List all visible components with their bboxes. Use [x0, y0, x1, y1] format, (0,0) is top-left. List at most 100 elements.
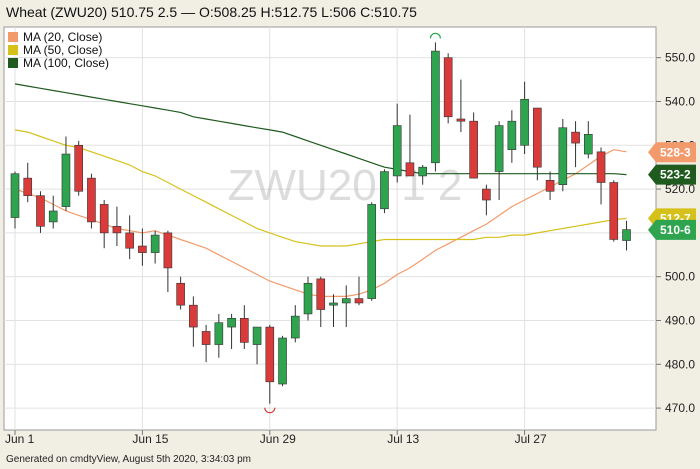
candle-body: [431, 50, 440, 164]
candle-body: [278, 337, 287, 385]
candle-body: [36, 195, 45, 227]
legend-swatch-ma100: [8, 58, 18, 68]
candle: [201, 324, 211, 363]
legend-swatch-ma20: [8, 32, 18, 42]
x-tick-label: Jul 13: [387, 432, 419, 446]
price-tag-label: 528-3: [660, 145, 691, 159]
candle: [456, 79, 466, 133]
chart-title: Wheat (ZWU20) 510.75 2.5 — O:508.25 H:51…: [6, 4, 417, 20]
period-low-marker: [264, 407, 276, 414]
candle-body: [456, 118, 466, 122]
candle-body: [150, 234, 160, 253]
candle: [533, 107, 542, 181]
candle-body: [354, 298, 364, 304]
candle-body: [138, 245, 147, 253]
candle: [609, 180, 619, 242]
candle-body: [533, 107, 542, 168]
candle-body: [596, 151, 606, 183]
candle: [99, 200, 109, 249]
candle: [494, 121, 504, 201]
candle-body: [418, 166, 427, 177]
candle: [545, 171, 555, 201]
candle: [583, 121, 593, 159]
extreme-markers: [264, 32, 442, 414]
candle: [558, 118, 568, 192]
candle: [367, 202, 377, 301]
candle: [303, 276, 313, 321]
price-tag-label: 510-6: [660, 223, 691, 237]
candlestick-series: [10, 42, 631, 404]
watermark: ZWU20, 1 2: [228, 161, 463, 210]
x-tick-label: Jul 27: [515, 432, 547, 446]
y-tick-label: 550.0: [665, 51, 695, 65]
y-tick-label: 520.0: [665, 182, 695, 196]
x-tick-label: Jun 15: [132, 432, 168, 446]
candle: [469, 112, 478, 179]
candle-body: [316, 278, 326, 310]
candle-body: [469, 120, 478, 179]
candle: [380, 169, 389, 214]
legend-label-ma20: MA (20, Close): [23, 30, 102, 44]
candle: [571, 121, 580, 168]
candle-body: [61, 153, 71, 207]
candle-body: [290, 315, 300, 339]
candle: [520, 81, 529, 155]
period-high-marker: [429, 32, 442, 39]
candle-body: [367, 204, 377, 299]
candle: [10, 171, 20, 229]
x-tick-label: Jun 1: [5, 432, 35, 446]
candle: [74, 140, 83, 196]
candle: [252, 326, 262, 365]
candle: [622, 220, 631, 251]
y-tick-label: 490.0: [665, 313, 695, 327]
candle: [112, 206, 122, 247]
candle: [596, 147, 606, 205]
candle: [189, 296, 198, 347]
price-tag-ma100: 523-2: [648, 164, 696, 185]
candle-body: [520, 98, 529, 146]
candle: [392, 103, 402, 183]
footer-bar: [0, 450, 700, 469]
legend-label-ma50: MA (50, Close): [23, 43, 102, 57]
candle-body: [125, 232, 134, 249]
candle-body: [482, 188, 491, 201]
candle-body: [571, 131, 580, 144]
x-tick-label: Jun 29: [260, 432, 296, 446]
candle: [482, 184, 491, 216]
candle-body: [392, 125, 402, 177]
candle: [87, 173, 96, 229]
candle: [36, 191, 45, 233]
candle: [227, 313, 236, 349]
candle: [405, 114, 415, 177]
candle-body: [507, 120, 517, 150]
candle-body: [443, 57, 453, 118]
candle-body: [227, 317, 236, 328]
price-tag-shape: [648, 164, 696, 185]
candle: [138, 228, 147, 266]
legend-swatch-ma50: [8, 45, 18, 55]
ma-line-ma100: [14, 83, 627, 176]
y-tick-label: 500.0: [665, 270, 695, 284]
price-tag-shape: [648, 219, 696, 240]
candle-body: [87, 177, 96, 223]
candle: [507, 110, 517, 163]
candle-body: [622, 229, 631, 241]
candle: [443, 53, 453, 124]
candle-body: [176, 282, 185, 306]
candle-body: [329, 302, 338, 306]
candle: [290, 305, 300, 343]
candle-body: [48, 210, 58, 223]
legend: MA (20, Close)MA (50, Close)MA (100, Clo…: [8, 30, 109, 70]
candle: [354, 276, 364, 306]
candle-body: [303, 282, 313, 315]
candle-body: [583, 134, 593, 155]
price-tag-label: 523-2: [660, 168, 691, 182]
y-tick-label: 480.0: [665, 357, 695, 371]
candle-body: [545, 180, 555, 192]
candle: [329, 294, 338, 328]
candle-body: [380, 171, 389, 210]
candle-body: [189, 304, 198, 328]
candle: [150, 230, 160, 264]
